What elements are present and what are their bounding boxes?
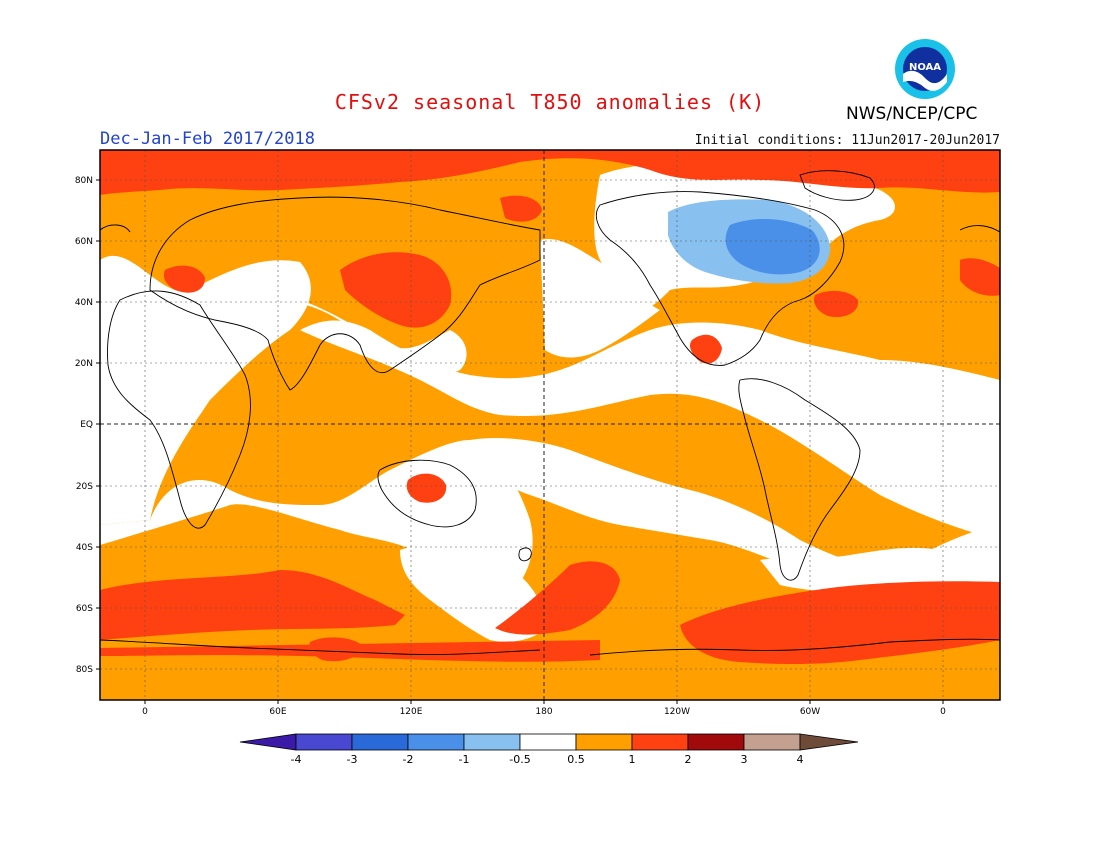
colorbar-label: -1 <box>459 753 470 766</box>
colorbar-label: -2 <box>403 753 414 766</box>
colorbar-label: 0.5 <box>567 753 585 766</box>
colorbar-swatch <box>519 733 577 751</box>
colorbar-label: 2 <box>685 753 692 766</box>
lat-label: 40N <box>75 298 93 308</box>
lon-label: 0 <box>142 707 148 717</box>
lon-label: 60E <box>269 707 286 717</box>
lat-label: 60S <box>76 604 93 614</box>
colorbar-swatch <box>407 733 465 751</box>
lat-label: 40S <box>76 543 93 553</box>
colorbar <box>239 733 859 751</box>
lon-label: 60W <box>800 707 820 717</box>
colorbar-label: -3 <box>347 753 358 766</box>
colorbar-label: 4 <box>797 753 804 766</box>
anomaly-field <box>100 150 1000 700</box>
colorbar-swatch <box>743 733 801 751</box>
lat-label: 80S <box>76 665 93 675</box>
lat-label: 20S <box>76 482 93 492</box>
colorbar-label: -0.5 <box>509 753 530 766</box>
lat-label: 60N <box>75 237 93 247</box>
colorbar-swatch <box>687 733 745 751</box>
forecast-period: Dec-Jan-Feb 2017/2018 <box>100 129 315 149</box>
colorbar-swatch <box>631 733 689 751</box>
map-title: CFSv2 seasonal T850 anomalies (K) <box>334 90 766 114</box>
lon-label: 120W <box>664 707 690 717</box>
colorbar-swatch <box>239 733 297 751</box>
graticule <box>100 150 1000 700</box>
lat-label: EQ <box>80 420 93 430</box>
colorbar-label: 3 <box>741 753 748 766</box>
colorbar-label: -4 <box>291 753 302 766</box>
initial-conditions: Initial conditions: 11Jun2017-20Jun2017 <box>694 133 1000 148</box>
colorbar-swatch <box>351 733 409 751</box>
agency-label: NWS/NCEP/CPC <box>846 104 978 124</box>
colorbar-swatch <box>295 733 353 751</box>
noaa-logo-icon: NOAA <box>895 39 955 99</box>
map-frame <box>99 149 1001 701</box>
colorbar-swatch <box>799 733 859 751</box>
lon-label: 180 <box>535 707 552 717</box>
lat-label: 20N <box>75 359 93 369</box>
svg-text:NOAA: NOAA <box>909 62 941 73</box>
lon-label: 120E <box>400 707 423 717</box>
lon-label: 0 <box>940 707 946 717</box>
coastlines <box>100 170 1000 656</box>
colorbar-swatch <box>575 733 633 751</box>
lat-label: 80N <box>75 176 93 186</box>
colorbar-label: 1 <box>629 753 636 766</box>
colorbar-swatch <box>463 733 521 751</box>
